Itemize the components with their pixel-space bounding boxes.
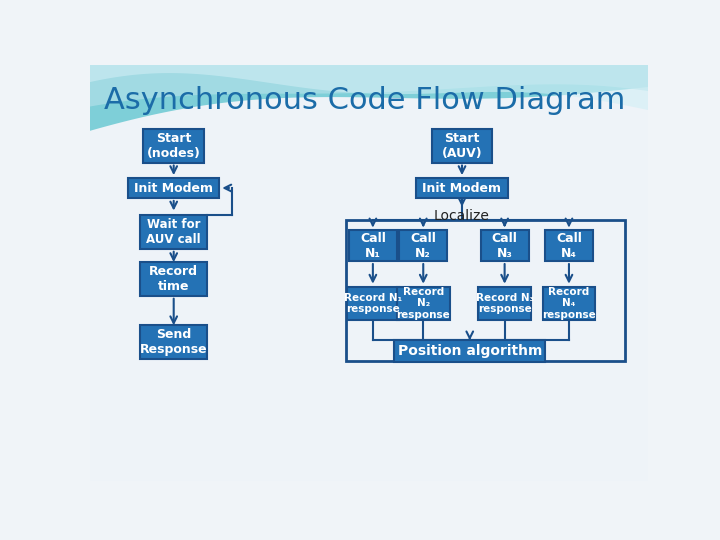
Text: Call
N₃: Call N₃ [492, 232, 518, 260]
FancyBboxPatch shape [432, 129, 492, 163]
FancyBboxPatch shape [349, 231, 397, 261]
Text: Record
N₄
response: Record N₄ response [542, 287, 596, 320]
Polygon shape [90, 65, 648, 106]
FancyBboxPatch shape [399, 231, 447, 261]
Text: Position algorithm: Position algorithm [397, 344, 542, 358]
Polygon shape [90, 65, 648, 131]
FancyBboxPatch shape [140, 262, 207, 296]
Text: Start
(nodes): Start (nodes) [147, 132, 201, 160]
Text: Asynchronous Code Flow Diagram: Asynchronous Code Flow Diagram [104, 86, 626, 116]
FancyBboxPatch shape [140, 215, 207, 249]
Text: Wait for
AUV call: Wait for AUV call [146, 218, 201, 246]
FancyBboxPatch shape [143, 129, 204, 163]
Text: Record
time: Record time [149, 265, 198, 293]
Text: Record N₁
response: Record N₁ response [344, 293, 402, 314]
FancyBboxPatch shape [545, 231, 593, 261]
Text: Send
Response: Send Response [140, 328, 207, 356]
Text: Localize: Localize [434, 209, 490, 222]
Text: Record N₃
response: Record N₃ response [475, 293, 534, 314]
Text: Call
N₂: Call N₂ [410, 232, 436, 260]
FancyBboxPatch shape [416, 178, 508, 198]
FancyBboxPatch shape [543, 287, 595, 320]
Text: Init Modem: Init Modem [423, 181, 502, 194]
Polygon shape [90, 65, 648, 110]
FancyBboxPatch shape [128, 178, 220, 198]
Text: Init Modem: Init Modem [134, 181, 213, 194]
FancyBboxPatch shape [478, 287, 531, 320]
Text: Call
N₁: Call N₁ [360, 232, 386, 260]
FancyBboxPatch shape [394, 340, 545, 362]
FancyBboxPatch shape [397, 287, 449, 320]
Bar [346, 220, 625, 361]
Text: Call
N₄: Call N₄ [556, 232, 582, 260]
Text: Record
N₂
response: Record N₂ response [397, 287, 450, 320]
FancyBboxPatch shape [481, 231, 528, 261]
Text: Start
(AUV): Start (AUV) [441, 132, 482, 160]
FancyBboxPatch shape [140, 325, 207, 359]
FancyBboxPatch shape [346, 287, 399, 320]
